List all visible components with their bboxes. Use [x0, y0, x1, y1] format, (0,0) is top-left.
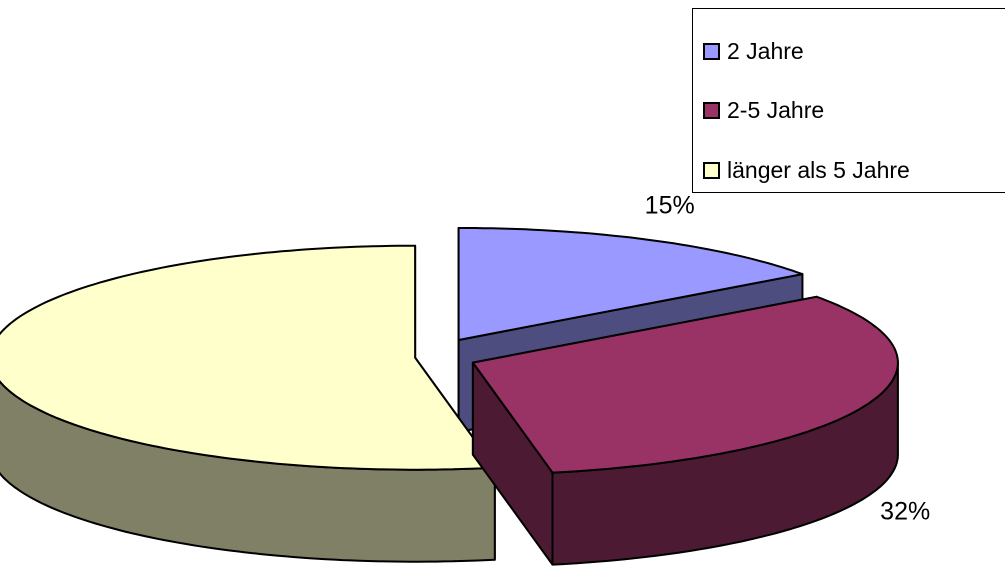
legend-swatch-laenger-als-5-jahre — [703, 161, 720, 179]
pie-slice-laenger-als-5-jahre — [0, 244, 496, 471]
pie-slice-2-5-jahre — [471, 295, 899, 474]
chart-legend: 2 Jahre 2-5 Jahre länger als 5 Jahre — [692, 8, 1005, 193]
legend-label-2-jahre: 2 Jahre — [727, 37, 804, 64]
pie-slice-2-jahre — [457, 227, 804, 341]
legend-item-2-5-jahre: 2-5 Jahre — [703, 95, 824, 125]
data-label-2-jahre: 15% — [645, 192, 695, 220]
data-label-2-5-jahre: 32% — [880, 498, 930, 526]
legend-label-laenger-als-5-jahre: länger als 5 Jahre — [727, 156, 910, 183]
legend-item-2-jahre: 2 Jahre — [703, 36, 804, 66]
legend-swatch-2-jahre — [703, 42, 720, 60]
legend-label-2-5-jahre: 2-5 Jahre — [727, 96, 825, 123]
legend-item-laenger-als-5-jahre: länger als 5 Jahre — [703, 155, 910, 185]
legend-swatch-2-5-jahre — [703, 101, 720, 119]
